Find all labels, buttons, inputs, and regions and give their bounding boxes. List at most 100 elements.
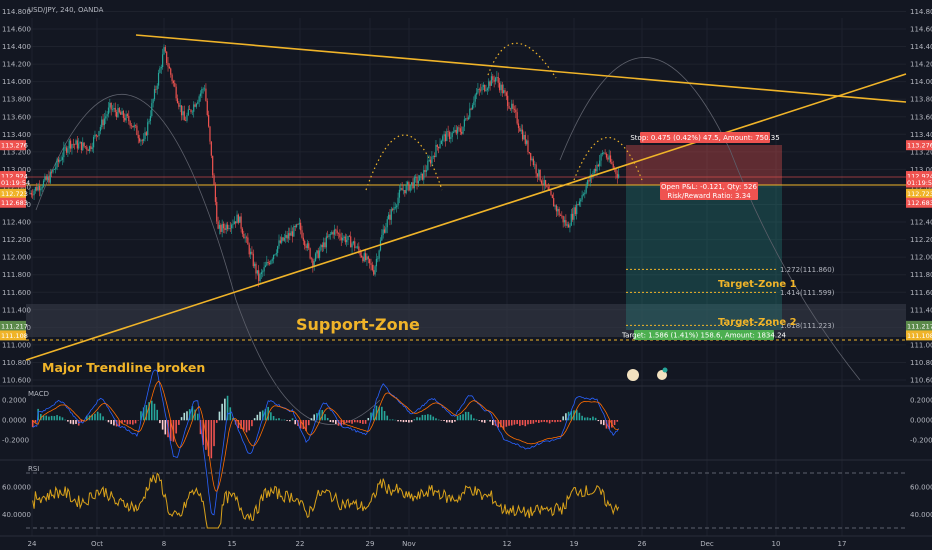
candle-body bbox=[336, 230, 338, 234]
flag-event-icon[interactable] bbox=[657, 370, 667, 380]
macd-histogram-bar bbox=[80, 420, 83, 423]
candle-body bbox=[509, 108, 511, 110]
candle-body bbox=[424, 170, 426, 172]
target-zone-1-label: Target-Zone 1 bbox=[718, 279, 797, 290]
candle-body bbox=[494, 77, 497, 82]
candle-body bbox=[236, 214, 238, 224]
candle-body bbox=[340, 237, 342, 241]
candle-body bbox=[195, 103, 198, 107]
candle-body bbox=[615, 169, 617, 174]
candle-body bbox=[212, 155, 214, 176]
macd-histogram-bar bbox=[345, 420, 348, 423]
candle-body bbox=[351, 243, 353, 248]
candle-body bbox=[490, 76, 493, 86]
candle-body bbox=[61, 157, 64, 160]
candle-body bbox=[577, 204, 579, 206]
candle-body bbox=[485, 90, 487, 92]
candle-body bbox=[536, 173, 539, 177]
macd-histogram-bar bbox=[215, 420, 218, 423]
target-area[interactable] bbox=[626, 185, 782, 330]
macd-histogram-bar bbox=[307, 420, 310, 426]
macd-histogram-bar bbox=[437, 419, 440, 421]
macd-histogram-bar bbox=[134, 420, 137, 424]
macd-histogram-bar bbox=[370, 412, 372, 421]
price-tag-text: 111.108 bbox=[907, 332, 932, 340]
price-tick: 113.000 bbox=[910, 166, 932, 174]
candle-body bbox=[406, 182, 409, 185]
candle-body bbox=[519, 127, 521, 132]
candle-body bbox=[252, 253, 254, 267]
fib-level-label: 1.414(111.599) bbox=[780, 289, 835, 297]
candle-body bbox=[49, 171, 51, 183]
stop-area[interactable] bbox=[626, 145, 782, 185]
stop-label-box: Stop: 0.475 (0.42%) 47.5, Amount: 750.35 bbox=[630, 132, 780, 143]
time-tick: Dec bbox=[700, 540, 714, 548]
candle-body bbox=[209, 126, 211, 142]
time-axis[interactable]: 24 Oct 8 15 22 29 Nov 12 19 26 Dec 10 17 bbox=[28, 540, 847, 548]
price-tick: 111.600 bbox=[910, 289, 932, 297]
macd-histogram-bar bbox=[94, 413, 96, 421]
calendar-event-icon[interactable] bbox=[627, 369, 639, 381]
candle-body bbox=[604, 152, 606, 154]
fib-extension[interactable]: 1.272(111.860) 1.414(111.599) 1.618(111.22… bbox=[626, 266, 835, 330]
price-tag bbox=[906, 320, 932, 331]
candle-body bbox=[278, 240, 280, 247]
candle-body bbox=[76, 140, 78, 149]
macd-histogram-bar bbox=[99, 413, 102, 421]
price-tick: 111.800 bbox=[2, 271, 31, 279]
candle-body bbox=[480, 89, 482, 91]
price-tag-text: 113.276 bbox=[907, 142, 932, 150]
candle-body bbox=[225, 224, 227, 230]
candle-body bbox=[304, 240, 306, 246]
macd-histogram-bar bbox=[546, 420, 548, 423]
candle-body bbox=[467, 117, 470, 120]
candle-body bbox=[512, 103, 514, 109]
ascending-trendline[interactable] bbox=[25, 73, 907, 361]
candle-body bbox=[120, 112, 122, 115]
macd-histogram-bar bbox=[96, 411, 99, 421]
macd-histogram-bar bbox=[237, 420, 240, 429]
candle-body bbox=[557, 208, 559, 212]
candle-body bbox=[425, 170, 428, 172]
candle-body bbox=[263, 267, 265, 272]
macd-histogram-bar bbox=[378, 406, 380, 421]
candle-body bbox=[125, 114, 127, 121]
candle-body bbox=[411, 182, 413, 186]
macd-histogram-bar bbox=[123, 420, 126, 423]
candle-body bbox=[554, 205, 556, 207]
macd-histogram-bar bbox=[502, 420, 505, 430]
candle-body bbox=[402, 190, 405, 191]
candle-body bbox=[471, 105, 474, 110]
stop-label: Stop: 0.475 (0.42%) 47.5, Amount: 750.35 bbox=[630, 134, 779, 142]
macd-histogram-bar bbox=[156, 409, 159, 421]
descending-trendline[interactable] bbox=[135, 34, 907, 103]
candle-body bbox=[128, 115, 130, 122]
macd-histogram-bar bbox=[356, 420, 359, 423]
macd-histogram-bar bbox=[50, 415, 53, 421]
candle-body bbox=[616, 173, 618, 178]
candle-body bbox=[328, 234, 330, 238]
price-tick: 113.600 bbox=[2, 113, 31, 121]
macd-histogram-bar bbox=[34, 420, 37, 423]
macd-histogram-bar bbox=[145, 405, 148, 421]
candle-body bbox=[148, 120, 150, 123]
macd-histogram-bar bbox=[408, 420, 410, 423]
candle-body bbox=[401, 188, 403, 191]
macd-histogram-bar bbox=[202, 420, 205, 445]
candle-body bbox=[298, 222, 300, 225]
price-tick: 112.400 bbox=[2, 219, 31, 227]
candle-body bbox=[40, 188, 42, 191]
macd-histogram-bar bbox=[121, 420, 123, 424]
macd-histogram-bar bbox=[459, 414, 462, 421]
candle-body bbox=[332, 232, 334, 235]
candle-body bbox=[486, 88, 488, 91]
macd-histogram-bar bbox=[129, 420, 131, 425]
candle-body bbox=[275, 252, 277, 255]
candle-body bbox=[396, 205, 398, 208]
candle-body bbox=[603, 152, 605, 154]
macd-histogram-bar bbox=[56, 415, 58, 421]
candle-body bbox=[366, 256, 368, 261]
macd-histogram-bar bbox=[372, 408, 375, 421]
